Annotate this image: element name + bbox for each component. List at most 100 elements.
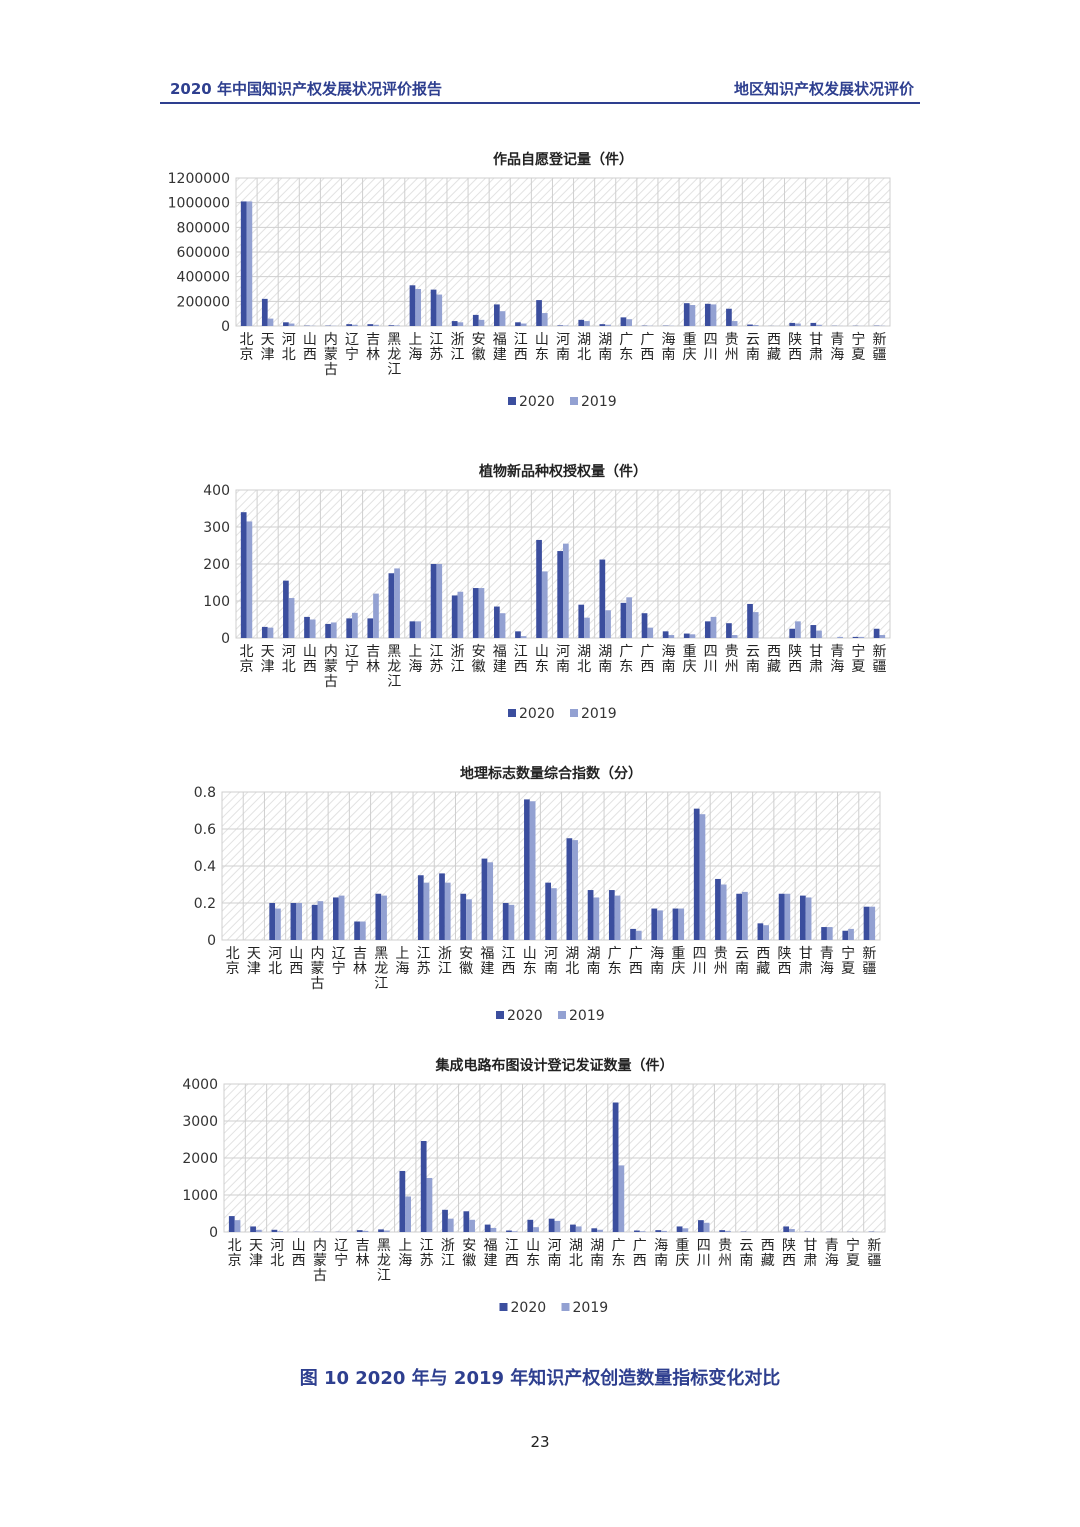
x-tick-label: 青海 — [830, 332, 844, 363]
x-tick-label: 广西 — [640, 332, 654, 363]
x-tick-label: 四川 — [693, 946, 707, 977]
y-tick-label: 600000 — [177, 245, 230, 261]
bar-2020-22 — [704, 621, 711, 638]
bar-2019-13 — [520, 636, 527, 638]
bar-2020-19 — [634, 1230, 640, 1232]
bar-2019-19 — [635, 930, 642, 940]
x-tick-label: 江西 — [514, 644, 528, 675]
x-tick-label: 浙江 — [451, 332, 465, 363]
y-tick-label: 400 — [203, 483, 230, 499]
x-tick-label: 贵州 — [725, 644, 739, 675]
x-tick-label: 河南 — [548, 1238, 562, 1269]
x-tick-label: 河北 — [270, 1238, 284, 1269]
bar-2019-11 — [466, 899, 472, 940]
bar-2019-26 — [789, 1229, 795, 1232]
x-tick-label: 黑龙江 — [374, 946, 388, 992]
bar-2020-22 — [693, 808, 700, 940]
y-tick-label: 0.8 — [194, 785, 216, 801]
chart-ic-layout: 集成电路布图设计登记发证数量（件） 0 1000 2000 3000 4000 北京天津河北… — [182, 1057, 886, 1316]
x-tick-label: 吉林 — [366, 644, 380, 675]
bar-2019-29 — [848, 928, 854, 940]
bar-2020-4 — [311, 904, 318, 940]
bar-2019-23 — [720, 884, 727, 940]
bar-2020-1 — [261, 626, 268, 638]
bar-2020-19 — [630, 928, 636, 940]
bar-2020-21 — [683, 633, 690, 638]
bar-2020-13 — [506, 1230, 512, 1232]
chart-title: 集成电路布图设计登记发证数量（件） — [435, 1057, 674, 1074]
bar-2020-8 — [399, 1170, 406, 1232]
x-tick-label: 北京 — [226, 946, 240, 977]
bar-2020-9 — [430, 289, 437, 326]
x-tick-label: 浙江 — [441, 1238, 455, 1269]
x-tick-label: 四川 — [704, 332, 718, 363]
x-tick-label: 海南 — [661, 332, 675, 363]
y-tick-label: 4000 — [182, 1077, 218, 1093]
x-tick-label: 天津 — [261, 644, 275, 675]
bar-2019-22 — [703, 1222, 710, 1232]
bar-2019-26 — [795, 323, 801, 326]
bar-2019-6 — [373, 593, 379, 638]
bar-2020-2 — [269, 903, 276, 940]
x-tick-label: 上海 — [395, 946, 409, 977]
x-tick-label: 湖北 — [577, 332, 591, 363]
bar-2019-17 — [593, 897, 600, 940]
x-tick-label: 辽宁 — [345, 332, 359, 363]
x-tick-label: 甘肃 — [809, 644, 823, 675]
legend-label-2019: 2019 — [581, 706, 617, 722]
bar-2020-30 — [863, 906, 870, 940]
y-tick-label: 0 — [221, 631, 230, 647]
bar-2020-15 — [557, 551, 563, 638]
bar-2020-6 — [354, 921, 360, 940]
x-tick-label: 上海 — [408, 332, 422, 363]
x-tick-label: 山东 — [535, 332, 549, 363]
bar-2019-2 — [288, 323, 295, 326]
bar-2019-14 — [541, 571, 548, 638]
x-tick-label: 山东 — [523, 946, 537, 977]
bar-2019-17 — [605, 324, 611, 326]
bar-2020-12 — [484, 1224, 491, 1232]
bar-2019-17 — [597, 1229, 603, 1232]
bar-2019-29 — [858, 636, 865, 638]
x-tick-label: 陕西 — [782, 1238, 796, 1269]
bar-2019-12 — [487, 862, 494, 940]
bar-2020-24 — [736, 893, 743, 940]
bar-2019-5 — [338, 895, 345, 940]
bar-2019-26 — [795, 621, 801, 638]
x-tick-label: 安徽 — [472, 644, 486, 675]
x-tick-label: 西藏 — [767, 644, 781, 675]
x-tick-label: 河南 — [544, 946, 558, 977]
bar-2020-20 — [662, 631, 669, 638]
bar-2020-27 — [810, 322, 817, 326]
bar-2020-10 — [442, 1209, 448, 1232]
bar-2019-28 — [826, 927, 833, 940]
bar-2020-7 — [375, 893, 382, 940]
bar-2020-2 — [271, 1229, 278, 1232]
x-tick-label: 天津 — [261, 332, 275, 363]
x-tick-label: 北京 — [240, 644, 254, 675]
x-tick-label: 陕西 — [788, 644, 802, 675]
x-tick-label: 辽宁 — [332, 946, 346, 977]
bar-2020-13 — [515, 322, 521, 326]
bar-2020-25 — [757, 923, 764, 940]
x-tick-label: 吉林 — [366, 332, 380, 363]
x-tick-label: 重庆 — [683, 332, 697, 363]
bar-2019-3 — [296, 903, 303, 940]
bar-2020-9 — [430, 564, 437, 638]
x-tick-label: 湖南 — [586, 946, 600, 977]
bar-2020-13 — [502, 903, 509, 940]
x-tick-label: 重庆 — [671, 946, 685, 977]
legend-label-2020: 2020 — [519, 394, 555, 410]
bar-2019-5 — [352, 324, 358, 326]
bar-2020-9 — [420, 1140, 427, 1232]
x-tick-label: 内蒙古 — [324, 644, 338, 690]
x-tick-label: 黑龙江 — [387, 332, 401, 378]
x-tick-label: 湖北 — [569, 1238, 583, 1269]
bar-2020-11 — [472, 588, 479, 638]
bar-2020-4 — [325, 623, 331, 638]
bar-2020-20 — [651, 908, 658, 940]
bar-2019-6 — [362, 1230, 369, 1232]
bar-2020-10 — [439, 873, 445, 940]
bar-2020-2 — [283, 322, 289, 326]
bar-2019-10 — [444, 882, 451, 940]
